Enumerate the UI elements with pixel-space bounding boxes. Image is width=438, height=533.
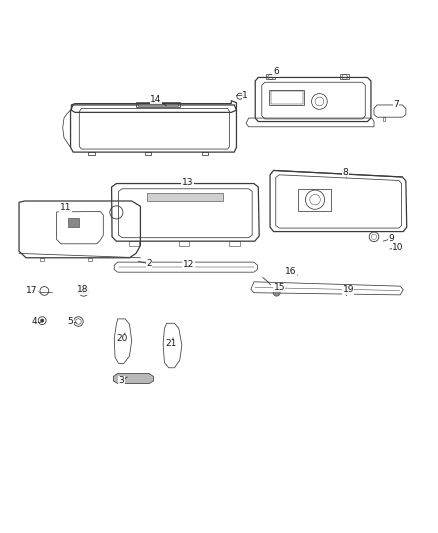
Text: 13: 13 <box>182 178 193 187</box>
Bar <box>269 90 304 105</box>
Text: 10: 10 <box>392 243 404 252</box>
Text: 9: 9 <box>389 234 394 243</box>
Text: 2: 2 <box>146 260 152 269</box>
Bar <box>266 74 275 79</box>
Bar <box>340 74 349 79</box>
Text: 1: 1 <box>242 91 248 100</box>
Text: 8: 8 <box>343 168 349 177</box>
Text: 20: 20 <box>117 334 128 343</box>
Bar <box>68 217 79 227</box>
Text: 12: 12 <box>183 260 194 269</box>
Text: 5: 5 <box>68 317 74 326</box>
Text: 14: 14 <box>150 95 161 104</box>
Polygon shape <box>113 374 153 384</box>
Circle shape <box>81 289 86 294</box>
Circle shape <box>273 289 280 296</box>
Bar <box>136 102 180 107</box>
Text: 16: 16 <box>285 267 297 276</box>
Text: 17: 17 <box>26 286 38 295</box>
Bar <box>138 103 177 106</box>
Text: 6: 6 <box>273 67 279 76</box>
Text: 11: 11 <box>60 203 71 212</box>
Circle shape <box>40 319 44 322</box>
Text: 18: 18 <box>77 285 88 294</box>
Text: 19: 19 <box>343 285 354 294</box>
Text: 21: 21 <box>165 340 177 348</box>
Bar <box>298 189 331 211</box>
Text: 3: 3 <box>118 376 124 385</box>
Text: 7: 7 <box>393 100 399 109</box>
Bar <box>271 92 303 103</box>
Text: 4: 4 <box>32 317 38 326</box>
Text: 15: 15 <box>273 283 285 292</box>
Bar <box>147 193 223 201</box>
